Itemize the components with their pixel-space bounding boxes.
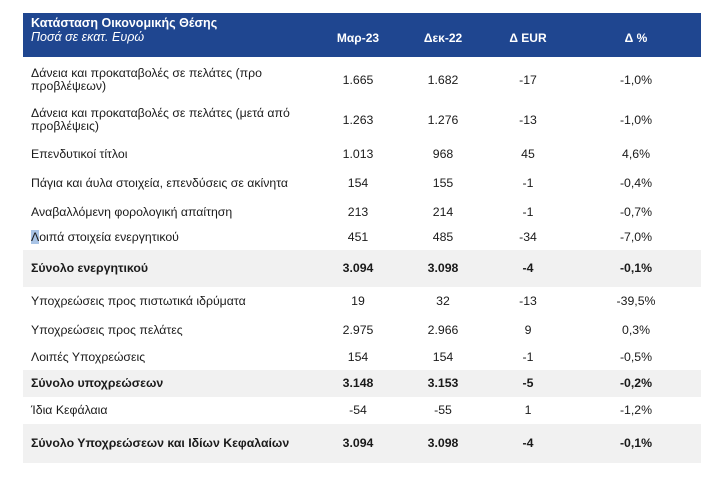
table-row: Δάνεια και προκαταβολές σε πελάτες (μετά…	[23, 102, 701, 138]
cell-delta-pct: -0,7%	[619, 205, 653, 219]
table-row: Ίδια Κεφάλαια -54 -55 1 -1,2%	[23, 397, 701, 424]
cell-dec22: 214	[432, 205, 454, 219]
cell-mar23: -54	[349, 403, 367, 417]
table-row: Πάγια και άυλα στοιχεία, επενδύσεις σε α…	[23, 171, 701, 197]
row-label: Σύνολο ενεργητικού	[31, 261, 148, 275]
cell-delta-pct: -0,1%	[619, 261, 653, 275]
cell-mar23: 19	[351, 294, 365, 308]
cell-delta-pct: -1,2%	[619, 403, 653, 417]
table-subtitle: Ποσά σε εκατ. Ευρώ	[31, 30, 145, 44]
table-row: Υποχρεώσεις προς πελάτες 2.975 2.966 9 0…	[23, 318, 701, 344]
cell-dec22: 2.966	[427, 323, 459, 337]
cell-delta-eur: 9	[524, 323, 532, 337]
cell-mar23: 1.665	[342, 73, 374, 87]
row-label: Σύνολο υποχρεώσεων	[31, 376, 164, 390]
row-label: Δάνεια και προκαταβολές σε πελάτες (μετά…	[31, 106, 290, 133]
cell-dec22: 968	[432, 147, 454, 161]
cell-mar23: 213	[347, 205, 369, 219]
column-header-delta-pct: Δ %	[624, 31, 648, 45]
total-row-assets: Σύνολο ενεργητικού 3.094 3.098 -4 -0,1%	[23, 250, 701, 287]
cell-dec22: 155	[432, 176, 454, 190]
table-row: Λοιπά στοιχεία ενεργητικού 451 485 -34 -…	[23, 225, 701, 250]
cell-delta-pct: -1,0%	[619, 113, 653, 127]
row-label: Πάγια και άυλα στοιχεία, επενδύσεις σε α…	[31, 176, 288, 190]
cell-delta-eur: -4	[522, 261, 534, 275]
column-header-dec22: Δεκ-22	[423, 31, 463, 45]
table-title: Κατάσταση Οικονομικής Θέσης	[31, 16, 218, 30]
cell-delta-eur: -17	[519, 73, 537, 87]
column-header-mar23: Μαρ-23	[336, 31, 380, 45]
cell-dec22: 3.098	[427, 436, 459, 450]
cell-delta-pct: 0,3%	[621, 323, 651, 337]
row-label: Σύνολο Υποχρεώσεων και Ιδίων Κεφαλαίων	[31, 436, 290, 450]
cell-delta-pct: -7,0%	[619, 230, 653, 244]
cell-delta-pct: -0,4%	[619, 176, 653, 190]
cell-dec22: 154	[432, 350, 454, 364]
table-row: Δάνεια και προκαταβολές σε πελάτες (προ …	[23, 62, 701, 98]
cell-mar23: 1.013	[342, 147, 374, 161]
row-label-text: οιπά στοιχεία ενεργητικού	[39, 230, 179, 244]
cell-mar23: 3.148	[342, 376, 374, 390]
cell-delta-eur: 1	[524, 403, 532, 417]
row-label: Αναβαλλόμενη φορολογική απαίτηση	[31, 205, 233, 219]
cell-dec22: 32	[436, 294, 450, 308]
cell-delta-eur: 45	[521, 147, 535, 161]
cell-delta-eur: -34	[519, 230, 537, 244]
row-label: Δάνεια και προκαταβολές σε πελάτες (προ …	[31, 66, 262, 93]
cell-dec22: 1.276	[427, 113, 459, 127]
row-label: Υποχρεώσεις προς πιστωτικά ιδρύματα	[31, 294, 246, 308]
table-row: Επενδυτικοί τίτλοι 1.013 968 45 4,6%	[23, 142, 701, 168]
table-row: Λοιπές Υποχρεώσεις 154 154 -1 -0,5%	[23, 344, 701, 370]
cell-delta-eur: -13	[519, 294, 537, 308]
cell-dec22: 3.153	[427, 376, 459, 390]
cell-delta-pct: -1,0%	[619, 73, 653, 87]
table-header: Κατάσταση Οικονομικής Θέσης Ποσά σε εκατ…	[23, 13, 701, 57]
cell-mar23: 1.263	[342, 113, 374, 127]
table-row: Υποχρεώσεις προς πιστωτικά ιδρύματα 19 3…	[23, 287, 701, 316]
row-label: Ίδια Κεφάλαια	[31, 403, 108, 417]
cell-dec22: 1.682	[427, 73, 459, 87]
cell-dec22: 3.098	[427, 261, 459, 275]
cell-delta-pct: -0,1%	[619, 436, 653, 450]
cell-mar23: 3.094	[342, 436, 374, 450]
row-label: Λοιπά στοιχεία ενεργητικού	[31, 230, 311, 244]
column-header-delta-eur: Δ EUR	[509, 31, 547, 45]
cell-mar23: 451	[347, 230, 369, 244]
cell-delta-eur: -1	[522, 176, 534, 190]
cell-mar23: 3.094	[342, 261, 374, 275]
cell-delta-eur: -4	[522, 436, 534, 450]
cell-delta-eur: -5	[522, 376, 534, 390]
row-label: Επενδυτικοί τίτλοι	[31, 147, 128, 161]
cell-delta-eur: -1	[522, 350, 534, 364]
table-row: Αναβαλλόμενη φορολογική απαίτηση 213 214…	[23, 200, 701, 225]
cell-delta-eur: -1	[522, 205, 534, 219]
row-label: Λοιπές Υποχρεώσεις	[31, 350, 146, 364]
cell-dec22: -55	[434, 403, 452, 417]
cell-delta-pct: 4,6%	[621, 147, 651, 161]
cell-mar23: 154	[347, 350, 369, 364]
total-row-liabilities-equity: Σύνολο Υποχρεώσεων και Ιδίων Κεφαλαίων 3…	[23, 424, 701, 463]
cell-delta-pct: -0,2%	[619, 376, 653, 390]
row-label: Υποχρεώσεις προς πελάτες	[31, 323, 183, 337]
cell-delta-eur: -13	[519, 113, 537, 127]
text-selection-highlight: Λ	[31, 230, 40, 244]
cell-mar23: 2.975	[342, 323, 374, 337]
cell-mar23: 154	[347, 176, 369, 190]
cell-delta-pct: -0,5%	[619, 350, 653, 364]
cell-dec22: 485	[432, 230, 454, 244]
total-row-liabilities: Σύνολο υποχρεώσεων 3.148 3.153 -5 -0,2%	[23, 370, 701, 397]
cell-delta-pct: -39,5%	[616, 294, 656, 308]
